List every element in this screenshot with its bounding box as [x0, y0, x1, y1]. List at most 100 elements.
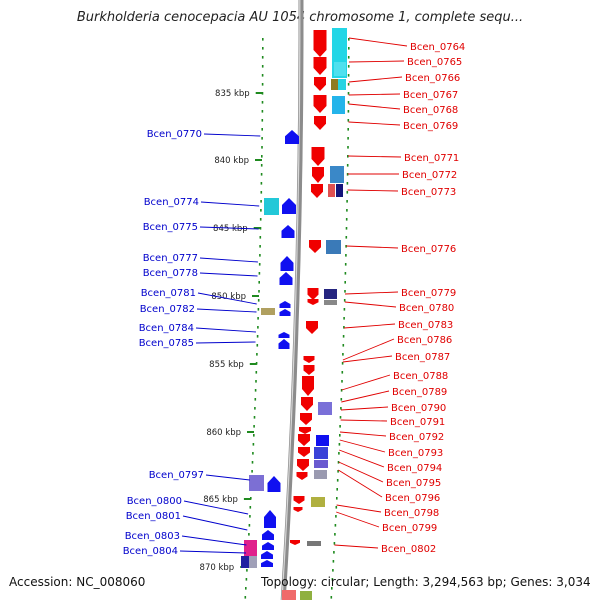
- forward-gene-arrow: [267, 476, 281, 492]
- guide-dot: [260, 209, 262, 212]
- guide-dot: [249, 506, 252, 509]
- reverse-gene-arrow: [312, 167, 324, 183]
- feature-block: [316, 435, 329, 446]
- guide-dot: [342, 335, 345, 338]
- reverse-gene-leader-line: [340, 419, 388, 422]
- scale-tick-label: 870 kbp: [200, 563, 235, 573]
- guide-dot: [348, 38, 350, 41]
- guide-dot: [256, 353, 258, 356]
- forward-gene-leader-line: [197, 292, 257, 305]
- guide-dot: [245, 578, 248, 581]
- guide-dot: [257, 317, 259, 320]
- guide-dot: [347, 83, 350, 86]
- forward-gene-label: Bcen_0800: [127, 496, 182, 507]
- forward-gene-label: Bcen_0777: [143, 253, 198, 264]
- feature-block: [314, 460, 328, 468]
- scale-tick-label: 865 kbp: [203, 495, 238, 505]
- guide-dot: [346, 191, 349, 194]
- guide-dot: [251, 470, 253, 473]
- forward-gene-arrow: [264, 510, 276, 528]
- guide-dot: [253, 425, 255, 428]
- reverse-gene-arrow: [313, 95, 327, 113]
- guide-dot: [346, 209, 348, 212]
- guide-dot: [345, 254, 347, 257]
- reverse-gene-leader-line: [347, 189, 399, 192]
- guide-dot: [338, 443, 341, 446]
- dna-backbone: [280, 0, 304, 600]
- forward-gene-label: Bcen_0775: [143, 222, 198, 233]
- forward-gene-label: Bcen_0804: [123, 546, 178, 557]
- guide-dot: [341, 362, 344, 365]
- reverse-gene-label: Bcen_0764: [410, 42, 465, 53]
- guide-dot: [341, 380, 343, 383]
- guide-dot: [252, 443, 255, 446]
- guide-dot: [258, 263, 261, 266]
- reverse-gene-leader-line: [342, 338, 395, 361]
- guide-dot: [347, 74, 350, 77]
- guide-dot: [248, 524, 251, 527]
- forward-gene-leader-line: [182, 515, 248, 531]
- reverse-gene-leader-line: [334, 544, 379, 549]
- guide-dot: [260, 173, 263, 176]
- reverse-gene-arrow: [300, 413, 312, 425]
- reverse-gene-arrow: [299, 427, 311, 434]
- forward-gene-leader-line: [199, 257, 258, 263]
- feature-block: [332, 96, 345, 114]
- guide-dot: [347, 56, 350, 59]
- guide-dot: [261, 101, 264, 104]
- reverse-gene-arrow: [296, 472, 308, 480]
- forward-gene-label: Bcen_0785: [139, 338, 194, 349]
- reverse-gene-arrow: [298, 434, 310, 446]
- reverse-gene-arrow: [297, 459, 309, 471]
- guide-dot: [336, 479, 339, 482]
- scale-tick-label: 845 kbp: [213, 224, 248, 234]
- feature-block: [330, 166, 344, 183]
- guide-dot: [345, 245, 347, 248]
- feature-block: [326, 240, 341, 254]
- reverse-gene-arrow: [301, 397, 313, 411]
- guide-dot: [261, 128, 263, 131]
- reverse-gene-label: Bcen_0798: [384, 508, 439, 519]
- reverse-gene-arrow: [293, 496, 305, 504]
- guide-dot: [341, 371, 344, 374]
- guide-dot: [245, 587, 247, 590]
- reverse-gene-label: Bcen_0779: [401, 288, 456, 299]
- feature-block: [249, 475, 264, 491]
- forward-gene-arrow: [262, 530, 274, 540]
- feature-block: [249, 556, 257, 568]
- guide-dot: [246, 569, 248, 572]
- reverse-gene-leader-line: [344, 291, 399, 295]
- forward-gene-arrow: [261, 551, 273, 559]
- guide-dot: [257, 299, 260, 302]
- guide-dot: [256, 335, 259, 338]
- guide-dot: [338, 452, 340, 455]
- reverse-gene-arrow: [313, 57, 327, 75]
- guide-dot: [337, 470, 339, 473]
- guide-dot: [339, 425, 341, 428]
- reverse-gene-label: Bcen_0769: [403, 121, 458, 132]
- reverse-gene-label: Bcen_0794: [387, 463, 442, 474]
- forward-gene-leader-line: [181, 535, 247, 546]
- reverse-gene-leader-line: [336, 511, 380, 528]
- forward-gene-arrow: [281, 225, 295, 238]
- guide-dot: [344, 272, 347, 275]
- feature-block: [324, 300, 337, 305]
- feature-block: [334, 62, 346, 76]
- guide-dot: [348, 47, 350, 50]
- guide-dot: [259, 254, 261, 257]
- scale-tick-label: 855 kbp: [209, 360, 244, 370]
- guide-dot: [346, 200, 348, 203]
- reverse-gene-label: Bcen_0783: [398, 320, 453, 331]
- forward-gene-label: Bcen_0774: [144, 197, 199, 208]
- guide-dot: [248, 533, 250, 536]
- reverse-gene-arrow: [298, 447, 310, 457]
- reverse-gene-leader-line: [341, 374, 391, 391]
- guide-dot: [331, 578, 334, 581]
- guide-dot: [340, 389, 343, 392]
- guide-dot: [347, 128, 349, 131]
- scale-tick: [247, 431, 254, 433]
- guide-dot: [332, 560, 335, 563]
- reverse-gene-leader-line: [338, 469, 383, 498]
- guide-dot: [333, 542, 336, 545]
- reverse-gene-leader-line: [340, 406, 389, 411]
